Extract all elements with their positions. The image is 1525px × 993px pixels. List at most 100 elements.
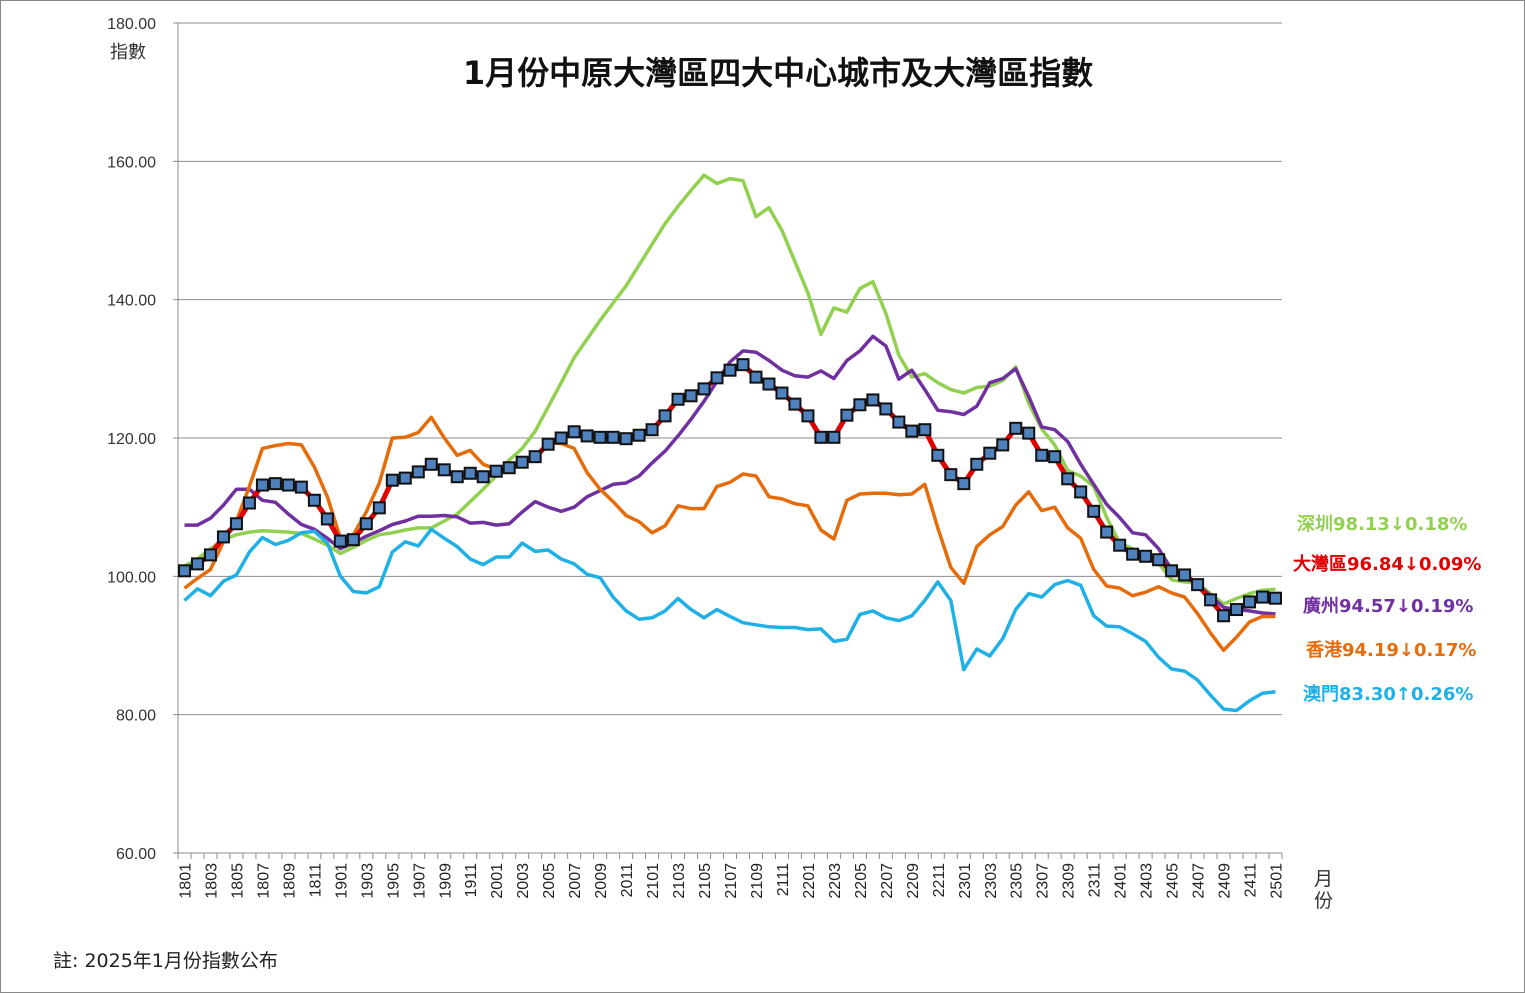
data-marker — [242, 496, 256, 510]
data-marker — [671, 392, 685, 406]
data-marker — [1074, 485, 1088, 499]
y-tick-label: 120.00 — [107, 431, 156, 448]
x-tick-label: 2011 — [619, 863, 636, 898]
data-marker — [944, 468, 958, 482]
x-tick-label: 2305 — [1009, 863, 1026, 899]
x-tick-label: 2307 — [1035, 863, 1052, 899]
x-tick-label: 2005 — [541, 863, 558, 899]
series-end-label: 深圳98.13↓0.18% — [1297, 513, 1467, 535]
x-tick-label: 2207 — [879, 863, 896, 899]
data-marker — [1100, 525, 1114, 539]
x-tick-label: 1901 — [333, 863, 350, 899]
x-tick-label: 2309 — [1061, 863, 1078, 899]
data-marker — [879, 402, 893, 416]
x-tick-label: 1807 — [255, 863, 272, 899]
data-marker — [723, 363, 737, 377]
data-marker — [853, 398, 867, 412]
data-marker — [1230, 603, 1244, 617]
data-marker — [1139, 549, 1153, 563]
series-lines — [183, 173, 1276, 713]
gridlines — [173, 22, 1283, 859]
x-tick-label: 2107 — [723, 863, 740, 899]
x-tick-label: 2211 — [931, 863, 948, 898]
data-marker — [606, 430, 620, 444]
data-marker — [1087, 504, 1101, 518]
x-tick-label: 2311 — [1087, 863, 1104, 898]
data-marker — [1126, 547, 1140, 561]
x-tick-label: 2301 — [957, 863, 974, 899]
x-tick-label: 2203 — [827, 863, 844, 899]
data-marker — [918, 423, 932, 437]
series-line-香港 — [183, 415, 1276, 653]
data-marker — [892, 415, 906, 429]
series-markers — [177, 358, 1283, 623]
x-tick-label: 1909 — [437, 863, 454, 899]
x-tick-label: 2001 — [489, 863, 506, 899]
y-tick-label: 60.00 — [116, 846, 156, 863]
x-tick-label: 2109 — [749, 863, 766, 899]
data-marker — [333, 534, 347, 548]
data-marker — [463, 466, 477, 480]
data-marker — [567, 425, 581, 439]
data-marker — [320, 512, 334, 526]
data-marker — [801, 409, 815, 423]
data-marker — [736, 358, 750, 372]
x-tick-label: 1905 — [385, 863, 402, 899]
data-marker — [528, 450, 542, 464]
x-tick-label: 2105 — [697, 863, 714, 899]
data-marker — [632, 428, 646, 442]
data-marker — [684, 389, 698, 403]
data-marker — [476, 470, 490, 484]
data-marker — [385, 473, 399, 487]
data-marker — [1048, 450, 1062, 464]
x-tick-label: 2405 — [1165, 863, 1182, 899]
y-axis-label: 指數 — [110, 42, 146, 62]
x-tick-label: 2003 — [515, 863, 532, 899]
data-marker — [216, 530, 230, 544]
data-marker — [203, 548, 217, 562]
data-marker — [1204, 593, 1218, 607]
data-marker — [970, 457, 984, 471]
data-marker — [489, 464, 503, 478]
y-tick-label: 180.00 — [107, 16, 156, 33]
x-tick-label: 2205 — [853, 863, 870, 899]
y-tick-labels: 60.00 80.00 100.00 120.00 140.00 160.00 180.00 — [107, 16, 156, 863]
y-tick-label: 160.00 — [107, 154, 156, 171]
footnote: 註: 2025年1月份指數公布 — [53, 950, 278, 972]
data-marker — [346, 533, 360, 547]
series-end-label: 澳門83.30↑0.26% — [1303, 683, 1473, 705]
series-end-label: 香港94.19↓0.17% — [1305, 640, 1476, 661]
data-marker — [1022, 426, 1036, 440]
data-marker — [411, 465, 425, 479]
data-marker — [866, 393, 880, 407]
data-marker — [619, 432, 633, 446]
data-marker — [814, 430, 828, 444]
data-marker — [1217, 609, 1231, 623]
x-tick-label: 2209 — [905, 863, 922, 899]
x-tick-label: 1803 — [203, 863, 220, 899]
data-marker — [268, 477, 282, 491]
data-marker — [788, 397, 802, 411]
data-marker — [190, 557, 204, 571]
x-tick-label: 1911 — [463, 863, 480, 898]
data-marker — [359, 517, 373, 531]
series-line-大灣區 — [183, 362, 1276, 619]
x-tick-label: 2111 — [775, 863, 792, 896]
series-end-label: 廣州94.57↓0.19% — [1303, 595, 1473, 617]
series-line-澳門 — [183, 527, 1276, 713]
data-marker — [645, 423, 659, 437]
x-axis-label: 月份 — [1314, 868, 1334, 912]
data-marker — [502, 461, 516, 475]
data-marker — [255, 478, 269, 492]
x-tick-label: 1805 — [229, 863, 246, 899]
x-tick-label: 1801 — [177, 863, 194, 899]
x-tick-label: 2303 — [983, 863, 1000, 899]
data-marker — [710, 371, 724, 385]
data-marker — [905, 424, 919, 438]
x-tick-label: 1809 — [281, 863, 298, 899]
data-marker — [931, 448, 945, 462]
x-tick-label: 2501 — [1269, 863, 1286, 899]
data-marker — [762, 377, 776, 391]
data-marker — [1035, 448, 1049, 462]
